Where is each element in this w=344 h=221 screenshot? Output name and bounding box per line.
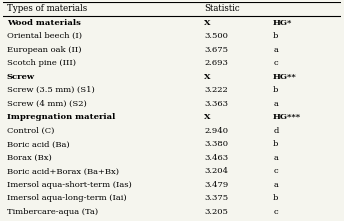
Text: Screw (4 mm) (S2): Screw (4 mm) (S2) bbox=[7, 100, 87, 108]
Text: 3.675: 3.675 bbox=[204, 46, 228, 53]
Text: 2.940: 2.940 bbox=[204, 127, 228, 135]
Text: 3.205: 3.205 bbox=[204, 208, 228, 216]
Text: Impregnation material: Impregnation material bbox=[7, 113, 115, 121]
Text: Boric acid (Ba): Boric acid (Ba) bbox=[7, 140, 69, 148]
Text: 3.363: 3.363 bbox=[204, 100, 228, 108]
Text: HG**: HG** bbox=[273, 73, 297, 81]
Text: Boric acid+Borax (Ba+Bx): Boric acid+Borax (Ba+Bx) bbox=[7, 168, 119, 175]
Text: d: d bbox=[273, 127, 279, 135]
Text: a: a bbox=[273, 100, 278, 108]
Text: 3.375: 3.375 bbox=[204, 194, 228, 202]
Text: Oriental beech (I): Oriental beech (I) bbox=[7, 32, 82, 40]
Text: b: b bbox=[273, 32, 279, 40]
Text: a: a bbox=[273, 46, 278, 53]
Text: 3.500: 3.500 bbox=[204, 32, 228, 40]
Text: a: a bbox=[273, 181, 278, 189]
Text: 2.693: 2.693 bbox=[204, 59, 228, 67]
Text: b: b bbox=[273, 86, 279, 94]
Text: 3.222: 3.222 bbox=[204, 86, 228, 94]
Text: 3.204: 3.204 bbox=[204, 168, 228, 175]
Text: b: b bbox=[273, 194, 279, 202]
Text: 3.380: 3.380 bbox=[204, 140, 228, 148]
Text: HG*: HG* bbox=[273, 19, 292, 27]
Text: Statistic: Statistic bbox=[204, 4, 240, 13]
Text: X: X bbox=[204, 113, 211, 121]
Text: Imersol aqua-short-term (Ias): Imersol aqua-short-term (Ias) bbox=[7, 181, 131, 189]
Text: Types of materials: Types of materials bbox=[7, 4, 87, 13]
Text: b: b bbox=[273, 140, 279, 148]
Text: X: X bbox=[204, 19, 211, 27]
Text: a: a bbox=[273, 154, 278, 162]
Text: Wood materials: Wood materials bbox=[7, 19, 81, 27]
Text: Control (C): Control (C) bbox=[7, 127, 54, 135]
Text: Screw: Screw bbox=[7, 73, 35, 81]
Text: c: c bbox=[273, 59, 278, 67]
Text: Scotch pine (III): Scotch pine (III) bbox=[7, 59, 76, 67]
Text: X: X bbox=[204, 73, 211, 81]
Text: 3.463: 3.463 bbox=[204, 154, 228, 162]
Text: Screw (3.5 mm) (S1): Screw (3.5 mm) (S1) bbox=[7, 86, 95, 94]
Text: Imersol aqua-long-term (Iai): Imersol aqua-long-term (Iai) bbox=[7, 194, 127, 202]
Text: European oak (II): European oak (II) bbox=[7, 46, 81, 53]
Text: c: c bbox=[273, 208, 278, 216]
Text: Borax (Bx): Borax (Bx) bbox=[7, 154, 52, 162]
Text: 3.479: 3.479 bbox=[204, 181, 228, 189]
Text: c: c bbox=[273, 168, 278, 175]
Text: HG***: HG*** bbox=[273, 113, 301, 121]
Text: Timbercare-aqua (Ta): Timbercare-aqua (Ta) bbox=[7, 208, 98, 216]
